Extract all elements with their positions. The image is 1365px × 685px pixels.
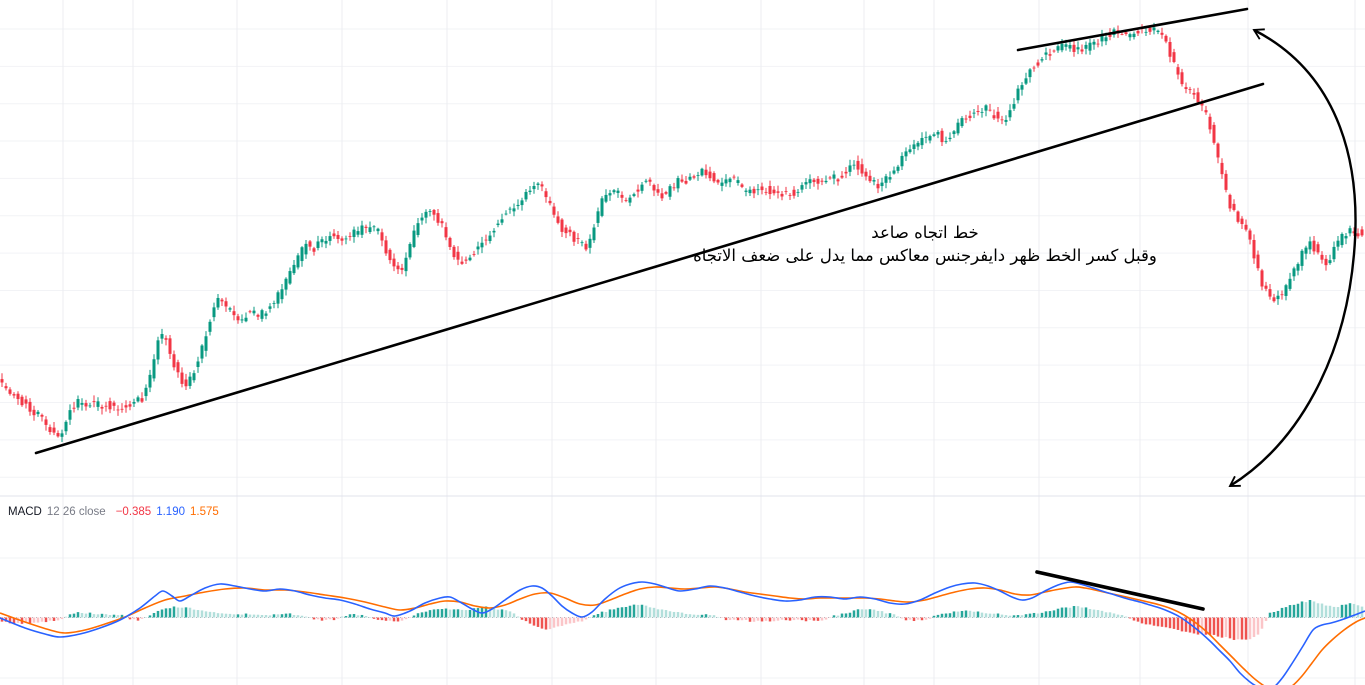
macd-line-value: 1.190 bbox=[156, 506, 185, 518]
macd-divergence-trendline[interactable] bbox=[1035, 570, 1205, 611]
macd-legend-title: MACD bbox=[8, 506, 42, 518]
annotation-line2: وقبل كسر الخط ظهر دايفرجنس معاكس مما يدل… bbox=[693, 246, 1157, 265]
macd-line bbox=[0, 581, 1365, 685]
macd-legend: MACD 12 26 close −0.385 1.190 1.575 bbox=[8, 505, 219, 519]
curved-double-arrow[interactable] bbox=[1228, 28, 1357, 488]
main-ascending-trendline[interactable] bbox=[34, 82, 1265, 455]
macd-indicator bbox=[0, 581, 1365, 685]
trend-annotation[interactable]: خط اتجاه صاعد وقبل كسر الخط ظهر دايفرجنس… bbox=[640, 221, 1210, 267]
macd-signal-value: 1.575 bbox=[189, 506, 219, 518]
upper-top-trendline[interactable] bbox=[1016, 7, 1249, 52]
signal-line bbox=[0, 586, 1365, 685]
candlestick-series bbox=[0, 22, 1364, 442]
macd-legend-params: 12 26 close bbox=[46, 506, 106, 518]
drawing-objects[interactable] bbox=[34, 7, 1357, 611]
annotation-line1: خط اتجاه صاعد bbox=[871, 223, 979, 242]
macd-histogram-value: −0.385 bbox=[115, 506, 152, 518]
